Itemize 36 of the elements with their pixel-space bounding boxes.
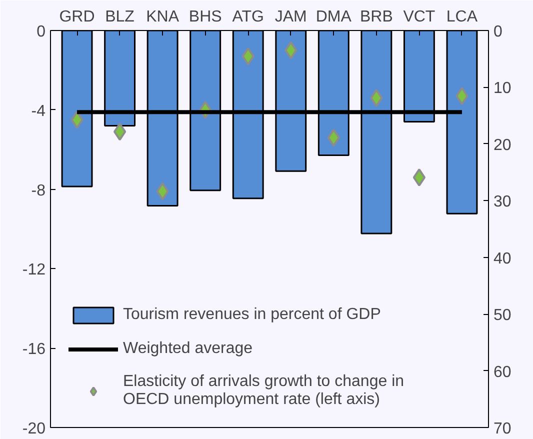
y-tick-label: -4 xyxy=(31,102,46,120)
point xyxy=(370,88,383,107)
point xyxy=(284,41,298,60)
x-tick-label: JAM xyxy=(274,8,307,26)
point xyxy=(70,110,84,129)
x-tick-label: VCT xyxy=(403,8,436,26)
y2-tick-label: 0 xyxy=(494,24,502,40)
x-tick-label: LCA xyxy=(446,8,478,26)
legend-label: Weighted average xyxy=(123,340,253,358)
x-tick-label: ATG xyxy=(232,8,264,26)
x-tick-label: GRD xyxy=(59,8,95,26)
y2-tick-label: 20 xyxy=(494,136,512,154)
point xyxy=(242,47,254,66)
y2-tick-label: 60 xyxy=(494,364,512,381)
point xyxy=(456,87,468,106)
y2-tick-label: 50 xyxy=(494,307,512,324)
x-tick-label: KNA xyxy=(146,8,180,26)
y2-tick-label: 70 xyxy=(494,420,512,438)
x-tick-label: BRB xyxy=(360,8,393,26)
y2-tick-label: 30 xyxy=(494,194,512,211)
y-tick-label: -16 xyxy=(22,341,46,358)
legend-label: Elasticity of arrivals growth to change in OECD unemployment rate (left axis) xyxy=(123,373,404,409)
point xyxy=(156,182,169,200)
y-tick-label: -8 xyxy=(31,182,46,200)
y-tick-label: -12 xyxy=(22,262,46,279)
y2-tick-label: 10 xyxy=(494,80,512,98)
y2-tick-label: 40 xyxy=(494,250,512,268)
x-tick-label: BLZ xyxy=(105,8,135,26)
legend-label: Tourism revenues in percent of GDP xyxy=(123,306,381,324)
point xyxy=(412,168,426,186)
point xyxy=(327,128,340,147)
y-tick-label: -20 xyxy=(22,420,46,438)
x-tick-label: BHS xyxy=(188,8,222,26)
point xyxy=(113,122,126,141)
x-tick-label: DMA xyxy=(316,8,352,26)
y-tick-label: 0 xyxy=(36,24,46,40)
